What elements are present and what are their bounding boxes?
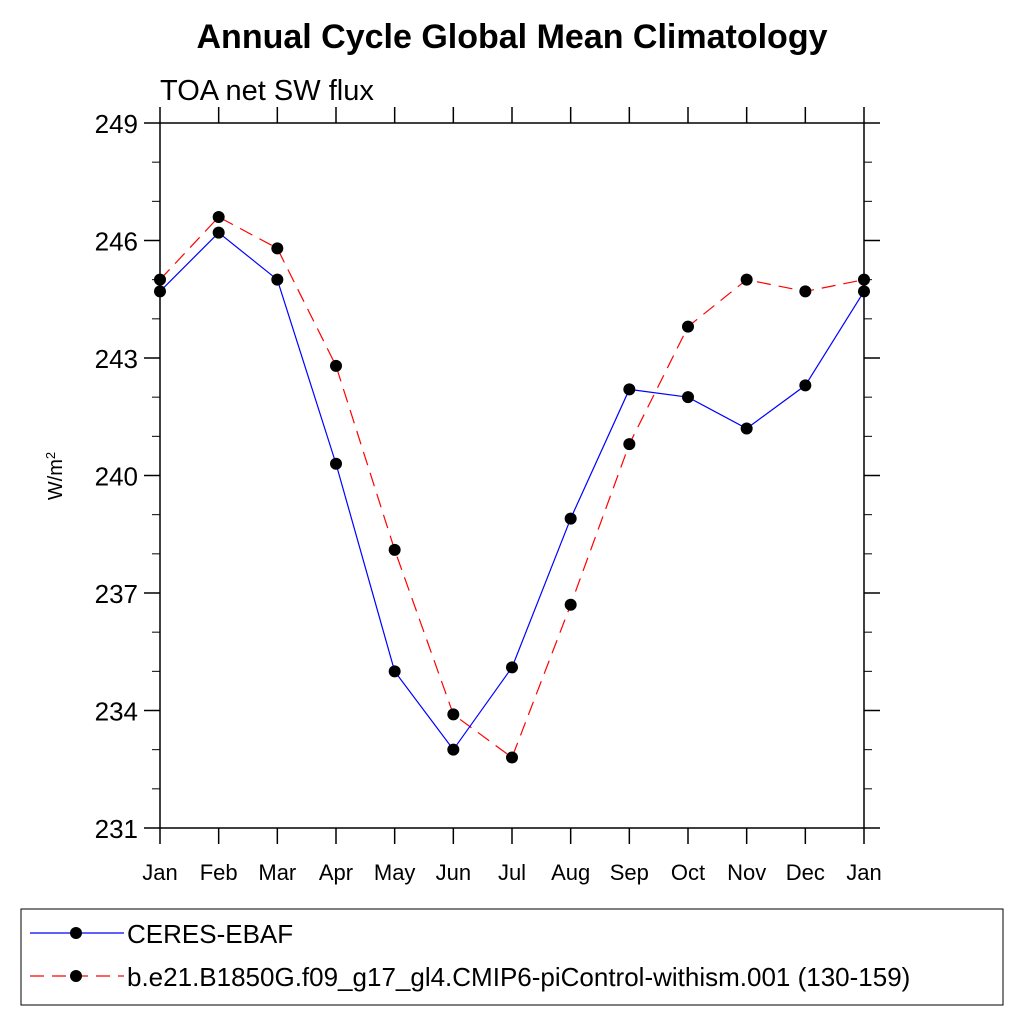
data-point bbox=[506, 751, 518, 764]
x-tick-label: Jun bbox=[436, 860, 471, 885]
data-point bbox=[447, 743, 460, 756]
chart-subtitle: TOA net SW flux bbox=[160, 75, 374, 107]
data-point bbox=[330, 359, 342, 372]
data-point bbox=[271, 273, 284, 286]
y-axis-label: W/m2 bbox=[43, 452, 68, 500]
data-point bbox=[740, 422, 753, 435]
x-tick-label: Oct bbox=[671, 860, 705, 885]
y-tick-label: 249 bbox=[95, 109, 138, 139]
data-point bbox=[212, 211, 225, 223]
data-point bbox=[388, 543, 401, 556]
data-point bbox=[623, 438, 636, 451]
y-tick-label: 243 bbox=[95, 344, 138, 374]
series-line bbox=[159, 216, 865, 759]
data-point bbox=[740, 273, 753, 286]
data-point bbox=[682, 391, 694, 404]
x-tick-label: Aug bbox=[551, 860, 590, 885]
svg-text:W/m2: W/m2 bbox=[43, 452, 68, 500]
x-tick-label: Dec bbox=[786, 860, 825, 885]
data-point bbox=[799, 285, 812, 298]
x-tick-label: Jan bbox=[846, 860, 881, 885]
data-point bbox=[447, 708, 460, 721]
x-tick-label: Jul bbox=[498, 860, 526, 885]
legend-box bbox=[20, 908, 1004, 1006]
x-tick-label: Feb bbox=[200, 860, 238, 885]
data-point bbox=[212, 226, 225, 239]
y-tick-label: 234 bbox=[95, 697, 138, 727]
data-point bbox=[682, 320, 694, 333]
legend-marker bbox=[70, 927, 82, 939]
x-tick-label: Nov bbox=[727, 860, 766, 885]
x-tick-label: Apr bbox=[319, 860, 353, 885]
legend: CERES-EBAF b.e21.B1850G.f09_g17_gl4.CMIP6… bbox=[20, 908, 1004, 1006]
data-point bbox=[330, 457, 342, 470]
x-tick-label: Mar bbox=[258, 860, 296, 885]
data-point bbox=[506, 661, 518, 674]
y-tick-label: 246 bbox=[95, 227, 138, 257]
x-tick-label: Jan bbox=[142, 860, 177, 885]
series-layer bbox=[154, 211, 870, 764]
legend-marker bbox=[70, 970, 82, 982]
y-tick-label: 240 bbox=[95, 462, 138, 492]
x-tick-label: Sep bbox=[610, 860, 649, 885]
y-tick-label: 237 bbox=[95, 579, 138, 609]
legend-label: b.e21.B1850G.f09_g17_gl4.CMIP6-piControl… bbox=[127, 962, 910, 992]
data-point bbox=[388, 665, 401, 678]
data-point bbox=[564, 512, 577, 525]
x-tick-label: May bbox=[374, 860, 416, 885]
y-tick-label: 231 bbox=[95, 814, 138, 844]
data-point bbox=[564, 598, 577, 611]
y-axis-label-text: W/m bbox=[45, 459, 67, 500]
y-axis-label-superscript: 2 bbox=[43, 452, 58, 459]
data-point bbox=[799, 379, 812, 392]
data-point bbox=[271, 242, 284, 255]
data-point bbox=[623, 383, 636, 396]
chart-title: Annual Cycle Global Mean Climatology bbox=[197, 18, 828, 56]
legend-label: CERES-EBAF bbox=[127, 919, 293, 949]
plot-frame bbox=[159, 122, 865, 829]
